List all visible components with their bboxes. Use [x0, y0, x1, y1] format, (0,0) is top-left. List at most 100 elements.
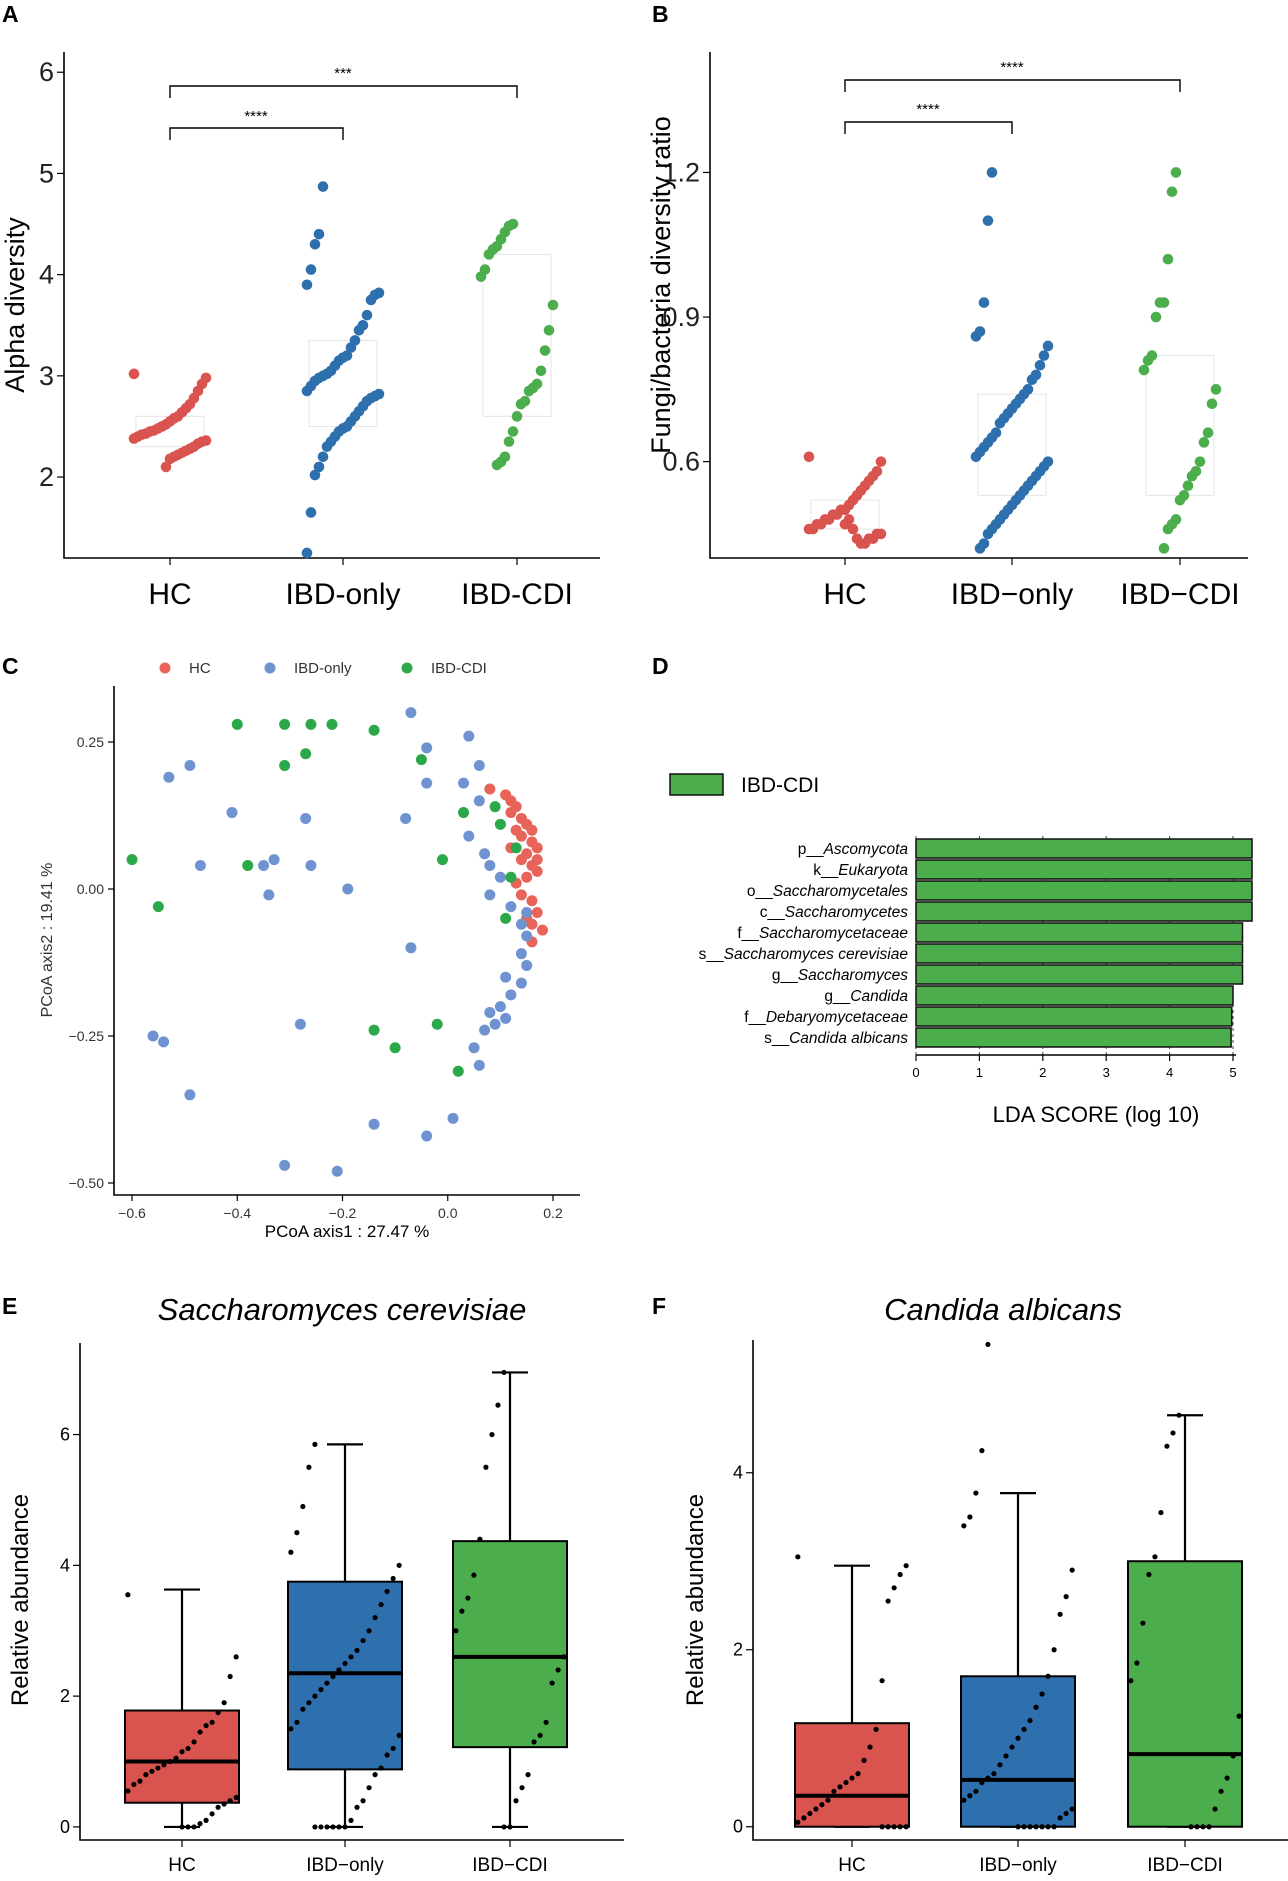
data-point — [515, 948, 527, 960]
lda-label: g__Saccharomyces — [772, 967, 908, 984]
data-point — [473, 1059, 485, 1071]
data-point — [336, 1824, 342, 1830]
panel-a-sig-bracket-2 — [169, 85, 518, 98]
legend-marker — [159, 662, 171, 674]
data-point — [515, 918, 527, 930]
data-point — [1057, 1815, 1063, 1821]
box — [287, 1580, 403, 1771]
data-point — [1170, 1430, 1176, 1436]
data-point — [555, 1667, 561, 1673]
data-point — [1033, 1824, 1039, 1830]
data-point — [525, 1772, 531, 1778]
panel-f-ylabel: Relative abundance — [682, 1494, 709, 1706]
data-point — [194, 859, 206, 871]
data-point — [531, 854, 543, 866]
data-point — [342, 1660, 348, 1667]
lda-label-prefix: f__ — [744, 1009, 766, 1026]
lda-label-taxon: Eukaryota — [838, 862, 908, 879]
x-tick-label: 0.2 — [543, 1205, 563, 1221]
data-point — [1154, 297, 1166, 308]
data-point — [300, 1503, 306, 1510]
faint-box — [1145, 355, 1215, 496]
data-point — [221, 1801, 227, 1807]
data-point — [515, 398, 527, 410]
data-point — [1003, 1753, 1009, 1759]
data-point — [875, 456, 887, 467]
data-point — [197, 1729, 203, 1735]
data-point — [1188, 1824, 1194, 1830]
data-point — [484, 1006, 496, 1018]
data-point — [227, 1798, 233, 1804]
lda-bar — [915, 838, 1253, 859]
data-point — [185, 1745, 191, 1752]
data-point — [807, 1810, 813, 1817]
y-tick-label: 0 — [733, 1817, 743, 1837]
data-point — [1146, 1571, 1152, 1578]
data-point — [233, 1654, 239, 1660]
lda-bar — [915, 880, 1253, 901]
data-point — [465, 1595, 471, 1601]
data-point — [510, 842, 522, 854]
data-point — [342, 883, 354, 895]
data-point — [991, 1771, 997, 1777]
data-point — [526, 824, 538, 836]
data-point — [500, 912, 512, 924]
panel-f-title: Candida albicans — [884, 1292, 1122, 1327]
data-point — [321, 441, 333, 452]
data-point — [801, 1815, 807, 1821]
data-point — [494, 1001, 506, 1013]
x-tick-label: HC — [168, 1855, 195, 1876]
data-point — [885, 1824, 891, 1830]
lda-label-taxon: Candida albicans — [789, 1030, 908, 1047]
data-point — [489, 801, 501, 813]
panel-b-sig-label-2: **** — [1000, 59, 1024, 76]
y-tick-label: −0.25 — [69, 1028, 105, 1044]
data-point — [503, 436, 515, 447]
data-point — [152, 901, 164, 913]
y-tick-label: 6 — [39, 57, 54, 87]
data-point — [897, 1824, 903, 1830]
data-point — [326, 718, 338, 730]
lda-label-taxon: Ascomycota — [823, 841, 909, 858]
data-point — [475, 271, 487, 282]
data-point — [1063, 1810, 1069, 1817]
data-point — [452, 1065, 464, 1077]
data-point — [137, 1778, 143, 1784]
data-point — [378, 1765, 384, 1771]
data-point — [361, 309, 373, 321]
data-point — [1230, 1753, 1236, 1759]
faint-box — [482, 253, 552, 417]
data-point — [985, 1775, 991, 1781]
data-point — [421, 742, 433, 754]
data-point — [453, 1628, 459, 1634]
lda-bar — [915, 859, 1253, 880]
data-point — [967, 1793, 973, 1799]
data-point — [489, 1431, 495, 1438]
data-point — [1045, 1824, 1051, 1830]
data-point — [345, 342, 357, 353]
panel-a-axes — [63, 52, 600, 559]
x-tick-label: HC — [148, 578, 191, 611]
panel-e-axes — [79, 1343, 624, 1841]
data-point — [1170, 167, 1182, 178]
faint-box — [977, 393, 1047, 496]
data-point — [342, 1824, 348, 1830]
data-point — [447, 1112, 459, 1124]
data-point — [531, 842, 543, 854]
data-point — [531, 907, 543, 919]
x-tick-label: IBD-CDI — [461, 578, 573, 611]
data-point — [855, 1771, 861, 1777]
data-point — [1034, 359, 1046, 371]
data-point — [505, 807, 517, 819]
y-tick-label: 0.00 — [77, 881, 104, 897]
lda-label: s__Candida albicans — [764, 1030, 908, 1047]
data-point — [982, 528, 994, 540]
lda-label-taxon: Saccharomyces cerevisiae — [724, 946, 909, 963]
data-point — [336, 1667, 342, 1673]
data-point — [479, 1024, 491, 1036]
lda-label: s__Saccharomyces cerevisiae — [699, 946, 909, 963]
data-point — [125, 1788, 131, 1794]
data-point — [479, 848, 491, 860]
data-point — [543, 1719, 549, 1725]
